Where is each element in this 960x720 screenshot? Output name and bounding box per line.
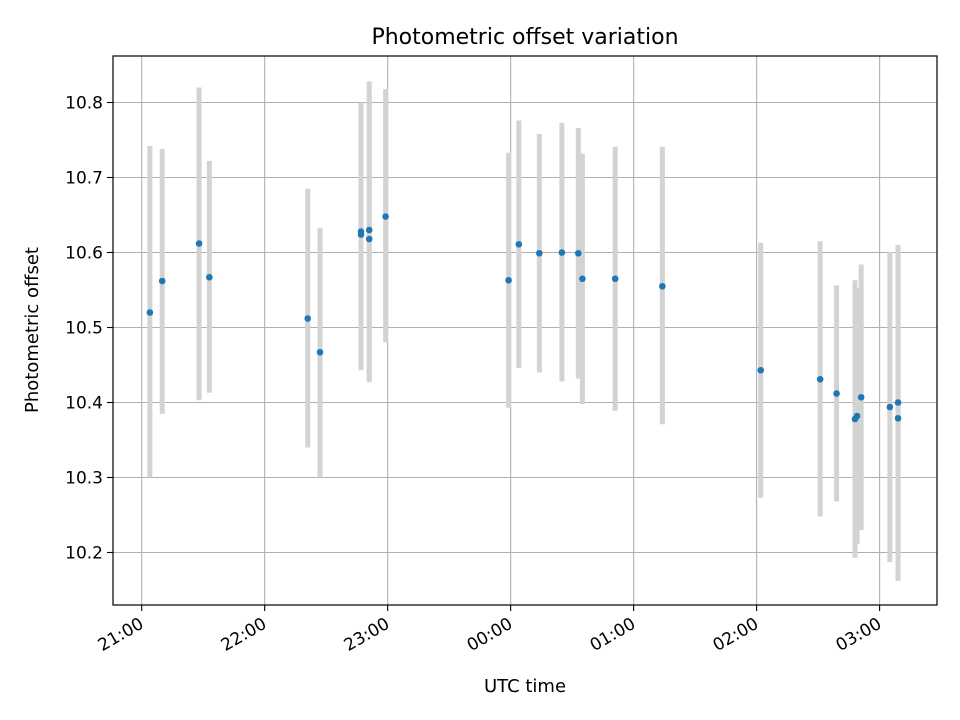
data-point [515,240,523,248]
y-axis-label: Photometric offset [22,247,43,413]
data-point [833,390,840,397]
x-tick-label: 01:00 [587,614,639,656]
data-point [146,309,154,316]
data-point [316,348,324,356]
data-point [206,273,213,281]
data-point [558,249,566,256]
y-axis: 10.2 10.3 10.4 10.5 10.6 10.7 10.8 [65,94,113,564]
data-point [853,412,861,420]
data-points [146,213,902,423]
data-point [158,277,166,285]
x-axis-label: UTC time [484,676,566,697]
data-point [365,235,373,243]
data-point [304,315,312,322]
chart-title: Photometric offset variation [371,25,678,50]
y-tick-label: 10.8 [65,94,103,114]
x-tick-label: 03:00 [833,614,885,656]
x-tick-label: 02:00 [710,614,762,656]
data-point [195,240,203,247]
grid [113,56,937,605]
y-tick-label: 10.7 [65,169,103,189]
y-tick-label: 10.4 [65,394,103,414]
x-axis: 21:00 22:00 23:00 00:00 01:00 02:00 03:00 [95,605,885,656]
plot-frame [112,55,938,606]
data-point [894,399,902,406]
x-tick-label: 22:00 [218,614,270,656]
data-point [357,231,365,238]
x-tick-label: 23:00 [341,614,393,656]
data-point [816,375,824,383]
error-bars [147,81,901,581]
y-tick-label: 10.6 [65,244,103,264]
x-tick-label: 21:00 [95,614,147,656]
data-point [382,213,389,220]
data-point [757,366,765,374]
y-tick-label: 10.3 [65,469,103,489]
data-point [894,414,902,422]
y-tick-label: 10.5 [65,319,103,339]
data-point [574,249,582,257]
x-tick-label: 00:00 [464,614,516,656]
data-point [505,276,512,284]
data-point [536,249,543,257]
data-point [659,282,666,290]
data-point [611,275,619,283]
data-point [886,403,894,411]
data-point [857,393,865,401]
data-point [365,226,373,234]
y-tick-label: 10.2 [65,544,103,564]
data-point [579,275,586,283]
